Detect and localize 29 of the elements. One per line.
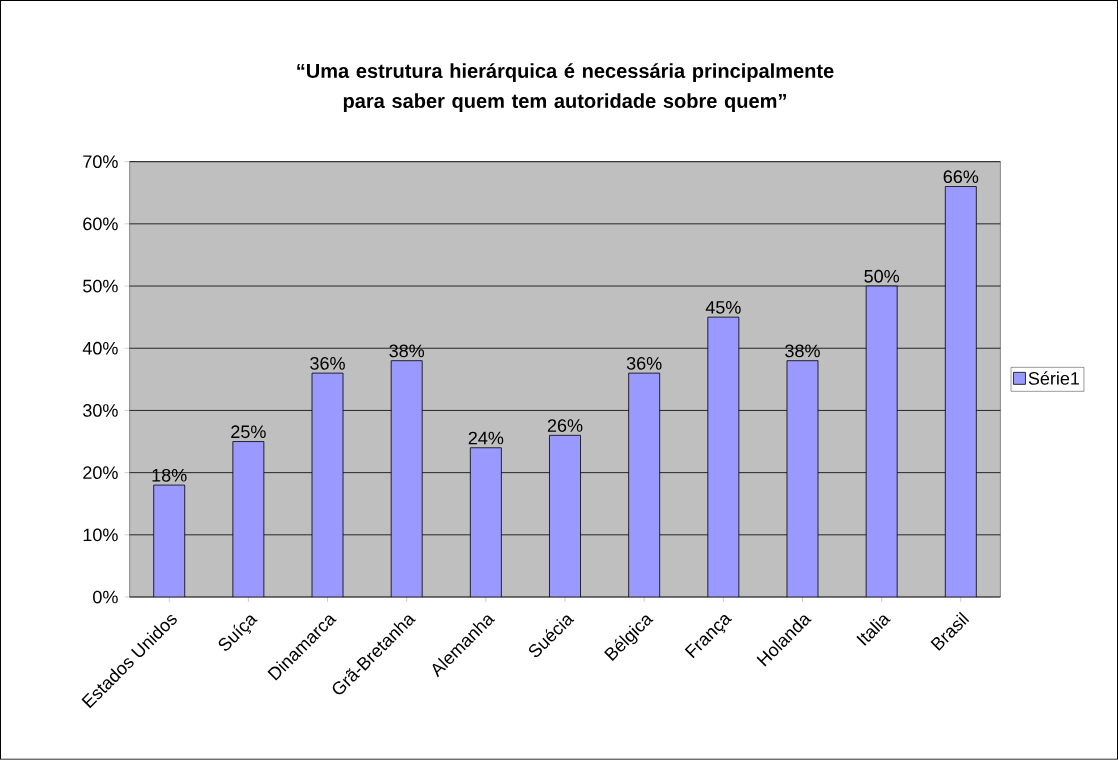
data-label: 45% bbox=[705, 301, 741, 314]
bar bbox=[707, 316, 740, 598]
y-tick-label: 20% bbox=[83, 466, 118, 480]
bar bbox=[944, 186, 977, 598]
data-label: 36% bbox=[626, 357, 662, 370]
y-tick-label: 70% bbox=[83, 155, 118, 169]
y-tick-label: 0% bbox=[93, 590, 118, 604]
bar bbox=[786, 360, 819, 598]
chart-title: “Uma estrutura hierárquica é necessária principalmente para saber quem tem autoridade sobre quem” bbox=[297, 63, 834, 113]
data-label: 25% bbox=[231, 425, 266, 439]
bar bbox=[549, 435, 581, 598]
bar bbox=[232, 441, 265, 598]
y-tick-label: 50% bbox=[83, 279, 118, 293]
data-label: 26% bbox=[547, 419, 583, 433]
data-label: 24% bbox=[468, 431, 504, 445]
bar bbox=[153, 484, 186, 598]
data-label: 66% bbox=[943, 170, 979, 184]
bar bbox=[311, 372, 344, 598]
bar bbox=[390, 360, 423, 598]
bar bbox=[865, 285, 898, 598]
bar bbox=[628, 372, 661, 598]
data-label: 36% bbox=[310, 357, 345, 370]
data-label: 50% bbox=[864, 270, 900, 283]
legend-label: Série1 bbox=[1028, 371, 1080, 385]
y-tick-label: 40% bbox=[82, 342, 118, 355]
y-tick-label: 60% bbox=[83, 217, 118, 231]
y-tick-label: 30% bbox=[83, 404, 118, 417]
bar bbox=[469, 447, 502, 598]
y-tick-label: 10% bbox=[83, 528, 118, 542]
